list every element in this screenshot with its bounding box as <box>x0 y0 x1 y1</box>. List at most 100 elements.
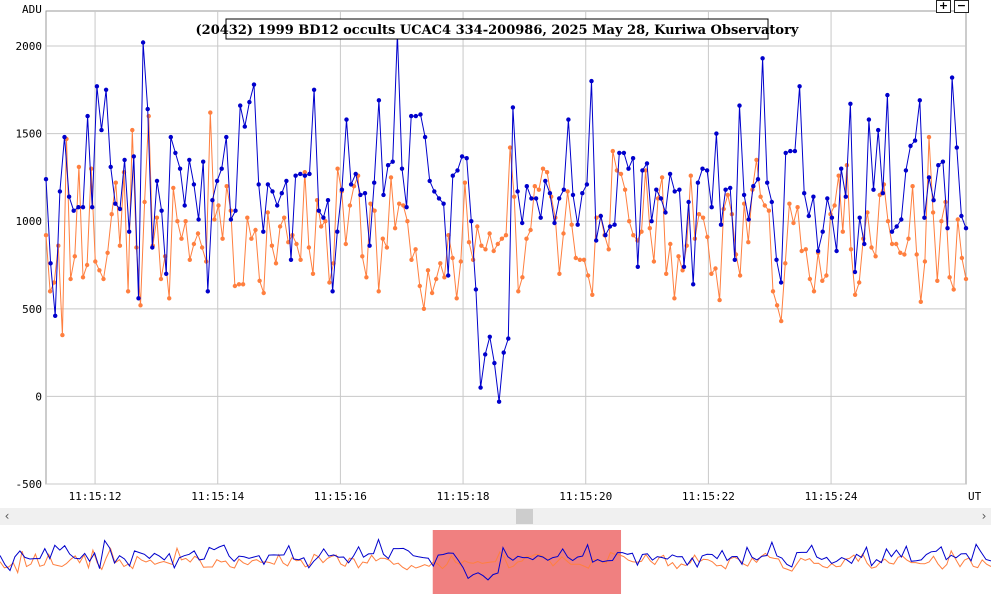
x-tick-label: 11:15:24 <box>805 490 858 503</box>
y-tick-label: 0 <box>35 390 42 403</box>
data-point <box>462 180 468 185</box>
scroll-thumb[interactable] <box>516 509 533 524</box>
zoom-in-button[interactable]: + <box>936 0 951 13</box>
data-point <box>257 278 262 283</box>
x-tick-label: 11:15:14 <box>191 490 244 503</box>
data-point <box>103 87 109 93</box>
data-point <box>302 173 308 178</box>
data-point <box>90 205 95 210</box>
data-point <box>573 255 578 261</box>
data-point <box>825 196 830 201</box>
data-point <box>778 280 784 285</box>
data-point <box>664 271 669 276</box>
data-point <box>795 205 800 210</box>
data-point <box>906 236 911 241</box>
overview-selection[interactable] <box>432 530 622 594</box>
data-point <box>862 241 867 247</box>
data-point <box>839 166 844 171</box>
data-point <box>187 257 192 262</box>
data-point <box>286 240 291 245</box>
data-point <box>321 215 326 220</box>
data-point <box>672 189 677 194</box>
data-point <box>381 192 386 198</box>
data-point <box>261 229 266 234</box>
data-point <box>832 203 837 208</box>
data-point <box>66 194 72 199</box>
data-point <box>949 75 955 80</box>
data-point <box>145 106 150 112</box>
data-point <box>580 191 585 196</box>
data-point <box>496 399 502 404</box>
data-point <box>507 145 513 150</box>
data-point <box>347 203 353 208</box>
data-point <box>807 276 813 282</box>
axes: -500 0 500 1000 1500 2000 11:15:12 11:15:14 11:1… <box>16 40 858 503</box>
data-point <box>917 98 922 103</box>
data-point <box>918 299 923 304</box>
data-point <box>951 287 956 292</box>
data-point <box>672 296 677 301</box>
data-point <box>216 203 221 208</box>
data-point <box>520 275 525 280</box>
data-point <box>704 168 710 173</box>
data-point <box>536 187 542 192</box>
data-point <box>228 217 234 222</box>
data-point <box>238 103 243 108</box>
data-point <box>630 156 636 161</box>
data-point <box>233 208 238 213</box>
data-point <box>713 266 718 271</box>
data-point <box>164 271 169 276</box>
data-point <box>48 261 53 266</box>
data-point <box>101 276 106 282</box>
data-point <box>434 276 439 282</box>
data-point <box>627 219 632 224</box>
zoom-out-button[interactable]: − <box>954 0 969 13</box>
data-point <box>175 219 180 224</box>
data-point <box>940 159 946 164</box>
data-point <box>758 194 763 199</box>
data-point <box>487 334 492 339</box>
data-point <box>140 40 146 45</box>
data-point <box>224 134 229 140</box>
data-point <box>871 187 876 192</box>
data-point <box>751 184 756 189</box>
data-point <box>220 236 225 241</box>
data-point <box>622 187 628 192</box>
x-tick-label: 11:15:12 <box>69 490 122 503</box>
data-point <box>265 182 271 187</box>
data-point <box>208 110 213 115</box>
chart-title-box <box>225 18 769 40</box>
data-point <box>930 210 936 215</box>
data-point <box>117 206 123 212</box>
grid <box>46 11 966 485</box>
overview-navigator[interactable] <box>0 527 991 597</box>
data-point <box>754 157 759 163</box>
data-point <box>791 220 796 226</box>
lightcurve-chart[interactable]: -500 0 500 1000 1500 2000 11:15:12 11:15:14 11:1… <box>0 0 991 508</box>
data-point <box>765 180 770 185</box>
data-point <box>168 134 173 140</box>
horizontal-scrollbar[interactable]: ‹ › <box>0 508 991 525</box>
data-point <box>343 241 348 247</box>
data-point <box>639 229 644 234</box>
y-tick-label: 1500 <box>16 128 43 141</box>
scroll-right-icon[interactable]: › <box>981 509 987 523</box>
data-point <box>240 282 246 287</box>
x-tick-label: 11:15:16 <box>314 490 367 503</box>
y-tick-label: 2000 <box>16 40 43 53</box>
data-point <box>344 117 349 122</box>
data-point <box>510 105 516 110</box>
data-point <box>401 203 406 208</box>
data-point <box>709 205 714 210</box>
data-point <box>746 217 751 222</box>
scroll-left-icon[interactable]: ‹ <box>4 509 10 523</box>
data-point <box>127 229 132 234</box>
data-point <box>797 84 802 89</box>
data-point <box>199 245 205 250</box>
data-point <box>955 217 960 222</box>
data-point <box>565 189 570 194</box>
data-point <box>109 212 114 217</box>
data-point <box>688 173 693 178</box>
data-point <box>705 234 710 240</box>
data-point <box>908 143 913 149</box>
